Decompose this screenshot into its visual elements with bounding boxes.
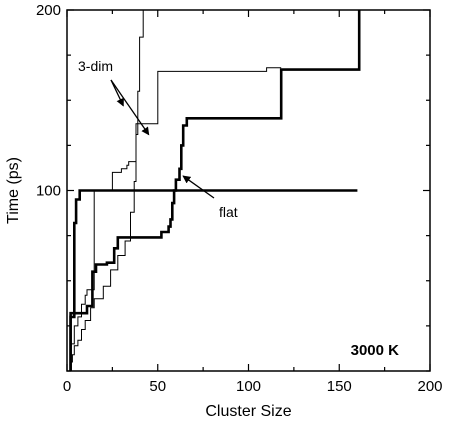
ticks-layer — [66, 9, 431, 372]
annotation-flat-label: flat — [219, 204, 238, 220]
temperature-label: 3000 K — [351, 342, 400, 359]
y-tick-label: 100 — [36, 183, 61, 200]
x-tick-label: 150 — [327, 378, 352, 395]
labels-layer: 0 50 100 150 200 100 200 — [36, 2, 443, 395]
y-tick-label: 200 — [36, 2, 61, 19]
annotation-3dim-arrow — [110, 79, 150, 136]
x-tick-label: 50 — [149, 378, 166, 395]
annotation-3dim-arrow — [110, 79, 124, 107]
y-axis-label: Time (ps) — [5, 157, 22, 224]
series-line-3-thick — [69, 189, 358, 371]
x-tick-label: 200 — [417, 378, 442, 395]
series-line-4-thick — [69, 10, 361, 371]
x-tick-label: 100 — [236, 378, 261, 395]
x-axis-label: Cluster Size — [205, 403, 291, 420]
annotation-layer — [110, 79, 215, 199]
series-line-2-thin — [70, 67, 282, 371]
annotation-3dim-label: 3-dim — [78, 58, 113, 74]
x-tick-label: 0 — [63, 378, 71, 395]
series-layer — [69, 10, 361, 371]
annotation-flat-arrow — [182, 175, 215, 199]
